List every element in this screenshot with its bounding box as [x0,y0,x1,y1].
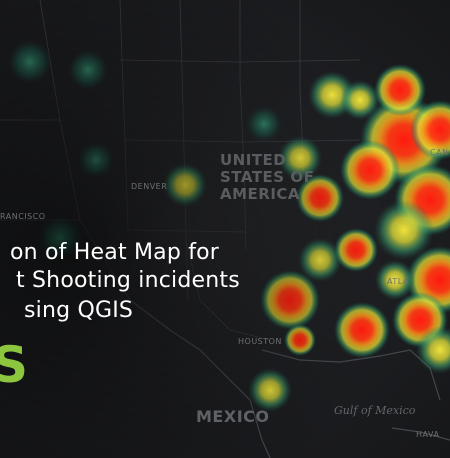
city-label-havana: HAVA [416,430,440,439]
country-line2: STATES OF [220,168,315,186]
city-label-canada: CAN [430,148,449,157]
city-label-atlanta: ATLA [387,277,409,286]
country-line3: AMERICA [220,185,301,203]
city-label-denver: DENVER [131,182,168,191]
country-line1: UNITED [220,151,287,169]
city-label-houston: HOUSTON [238,337,282,346]
qgis-logo-fragment: S [0,336,29,394]
city-label-san-francisco: RANCISCO [0,212,46,221]
country-label: UNITED STATES OF AMERICA [220,152,314,203]
gulf-of-mexico-label: Gulf of Mexico [334,404,416,417]
country-label-mexico: MEXICO [196,407,270,426]
